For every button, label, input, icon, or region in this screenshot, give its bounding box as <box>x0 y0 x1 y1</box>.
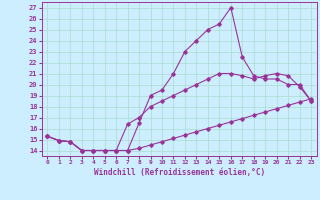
X-axis label: Windchill (Refroidissement éolien,°C): Windchill (Refroidissement éolien,°C) <box>94 168 265 177</box>
